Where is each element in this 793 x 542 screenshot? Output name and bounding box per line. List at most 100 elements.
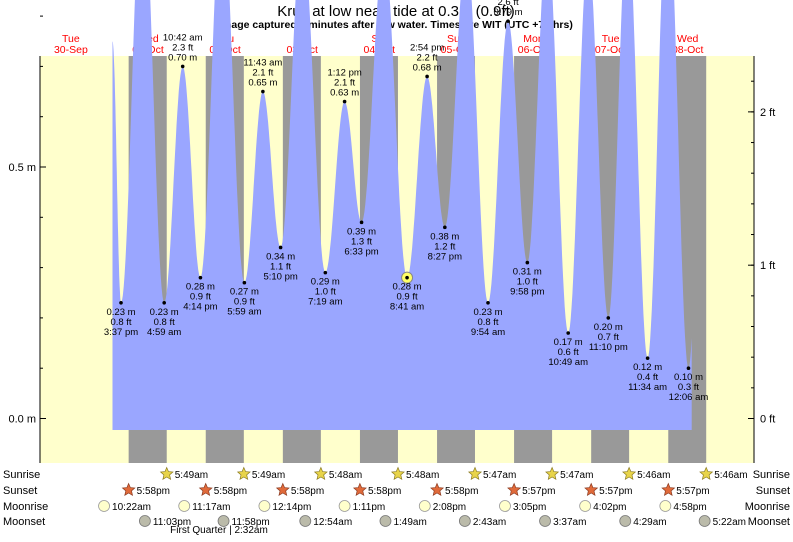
tide-time: 3:37 pm bbox=[104, 327, 138, 338]
sunset-icon bbox=[430, 482, 445, 497]
tide-height-m: 0.20 m bbox=[594, 322, 623, 333]
tide-time: 4:59 am bbox=[147, 327, 181, 338]
moonrise-time: 12:14pm bbox=[272, 502, 311, 513]
tide-point bbox=[525, 260, 530, 265]
tide-time: 8:41 am bbox=[390, 302, 424, 313]
moonset-time: 3:37am bbox=[553, 517, 586, 528]
tide-time: 7:19 am bbox=[308, 297, 342, 308]
tide-height-ft: 1.0 ft bbox=[517, 277, 538, 288]
left-tick-label: 0.0 m bbox=[8, 414, 36, 426]
day-date: 30-Sep bbox=[54, 44, 88, 56]
row-label-right: Sunset bbox=[756, 485, 790, 497]
tide-height-m: 0.63 m bbox=[330, 88, 359, 99]
tide-height-ft: 0.4 ft bbox=[637, 372, 658, 383]
moonrise-icon bbox=[418, 500, 431, 512]
moonset-time: 4:29am bbox=[633, 517, 666, 528]
day-date: 07-Oct bbox=[595, 44, 627, 56]
row-label-right: Moonrise bbox=[745, 501, 790, 513]
moonrise-time: 2:08pm bbox=[433, 502, 466, 513]
moonrise-icon bbox=[178, 500, 191, 512]
chart-subtitle: Image captured 5 minutes after low water… bbox=[219, 19, 573, 31]
tide-height-ft: 2.1 ft bbox=[334, 78, 355, 89]
tide-point bbox=[342, 99, 347, 104]
sunset-time: 5:58pm bbox=[445, 486, 478, 497]
sunrise-time: 5:47am bbox=[560, 470, 593, 481]
moonset-time: 2:43am bbox=[473, 517, 506, 528]
tide-height-ft: 0.8 ft bbox=[110, 317, 131, 328]
tide-height-m: 0.10 m bbox=[674, 372, 703, 383]
row-label-right: Moonset bbox=[748, 516, 790, 528]
high-tide: 11:43 am2.1 ft0.65 m bbox=[243, 58, 282, 94]
tide-time: 10:42 am bbox=[163, 32, 203, 43]
moonset-icon bbox=[539, 515, 551, 527]
high-tide: 4:08 pm2.6 ft0.79 m bbox=[494, 0, 523, 23]
tide-height-ft: 0.9 ft bbox=[190, 292, 211, 303]
tide-area-path bbox=[112, 0, 692, 430]
sunrise-time: 5:46am bbox=[714, 470, 747, 481]
tide-height-ft: 0.6 ft bbox=[558, 347, 579, 358]
tide-point bbox=[261, 89, 265, 94]
moonset-icon bbox=[379, 515, 392, 527]
chart-title: Krui: at low neap tide at 0.3m (0.9ft) bbox=[277, 3, 515, 20]
tide-time: 5:59 am bbox=[227, 307, 261, 318]
moonrise-icon bbox=[499, 500, 511, 512]
tide-height-ft: 0.7 ft bbox=[598, 332, 619, 343]
sunrise-time: 5:49am bbox=[252, 470, 285, 481]
tide-height-ft: 2.2 ft bbox=[417, 52, 438, 63]
sunrise-time: 5:48am bbox=[406, 470, 439, 481]
sun-moon-table: Sunrise Sunrise Sunset Sunset Moonrise Moonri… bbox=[3, 466, 790, 536]
tide-point bbox=[425, 74, 429, 79]
tide-point bbox=[278, 245, 283, 250]
sunset-icon bbox=[275, 482, 290, 497]
sunset-icon bbox=[198, 482, 213, 497]
tide-time: 8:27 pm bbox=[428, 251, 462, 262]
tide-point bbox=[242, 280, 247, 285]
tide-point bbox=[119, 301, 123, 305]
moonrise-icon bbox=[659, 500, 672, 512]
low-tide: 0.39 m1.3 ft6:33 pm bbox=[344, 220, 379, 257]
tide-time: 12:06 am bbox=[669, 392, 709, 403]
tide-time: 11:34 am bbox=[628, 382, 667, 393]
moonset-icon bbox=[299, 515, 312, 527]
moonset-time: 12:54am bbox=[313, 517, 352, 528]
tide-time: 6:33 pm bbox=[344, 246, 378, 257]
row-label-right: Sunrise bbox=[753, 469, 790, 481]
right-tick-label: 2 ft bbox=[760, 107, 775, 119]
tide-height-ft: 0.8 ft bbox=[154, 317, 175, 328]
low-tide: 0.28 m0.9 ft8:41 am bbox=[390, 271, 424, 313]
moonset-icon bbox=[619, 515, 632, 527]
day-name: Tue bbox=[62, 33, 80, 45]
tide-point bbox=[606, 316, 611, 320]
moonrise-time: 11:17am bbox=[192, 502, 230, 513]
tide-height-m: 0.17 m bbox=[554, 337, 583, 348]
low-tide: 0.27 m0.9 ft5:59 am bbox=[227, 280, 262, 318]
moonrise-time: 3:05pm bbox=[513, 502, 546, 513]
moonrise-icon bbox=[338, 500, 351, 512]
tide-area bbox=[112, 0, 692, 430]
tide-point bbox=[443, 225, 447, 230]
tide-point bbox=[686, 366, 691, 371]
moonrise-time: 4:58pm bbox=[673, 502, 706, 513]
moon-phase-note: First Quarter | 2:32am bbox=[170, 525, 268, 536]
row-label-left: Sunset bbox=[3, 485, 37, 497]
sunrise-time: 5:47am bbox=[483, 470, 516, 481]
tide-height-m: 0.23 m bbox=[473, 307, 502, 318]
moonset-icon bbox=[139, 515, 151, 527]
tide-height-m: 0.28 m bbox=[186, 282, 215, 293]
tide-point bbox=[162, 301, 166, 305]
moonset-time: 11:03pm bbox=[153, 517, 191, 528]
low-tide: 0.31 m1.0 ft9:58 pm bbox=[510, 260, 545, 298]
tide-height-ft: 0.8 ft bbox=[477, 317, 498, 328]
tide-height-m: 0.28 m bbox=[393, 282, 422, 293]
left-tick-label: 0.5 m bbox=[8, 162, 36, 174]
low-tide: 0.28 m0.9 ft4:14 pm bbox=[183, 275, 218, 313]
sunset-time: 5:58pm bbox=[368, 486, 401, 497]
row-label-left: Moonset bbox=[3, 516, 45, 528]
sunset-time: 5:57pm bbox=[522, 486, 555, 497]
moonrise-time: 1:11pm bbox=[353, 502, 386, 513]
sunrise-icon bbox=[313, 466, 328, 481]
